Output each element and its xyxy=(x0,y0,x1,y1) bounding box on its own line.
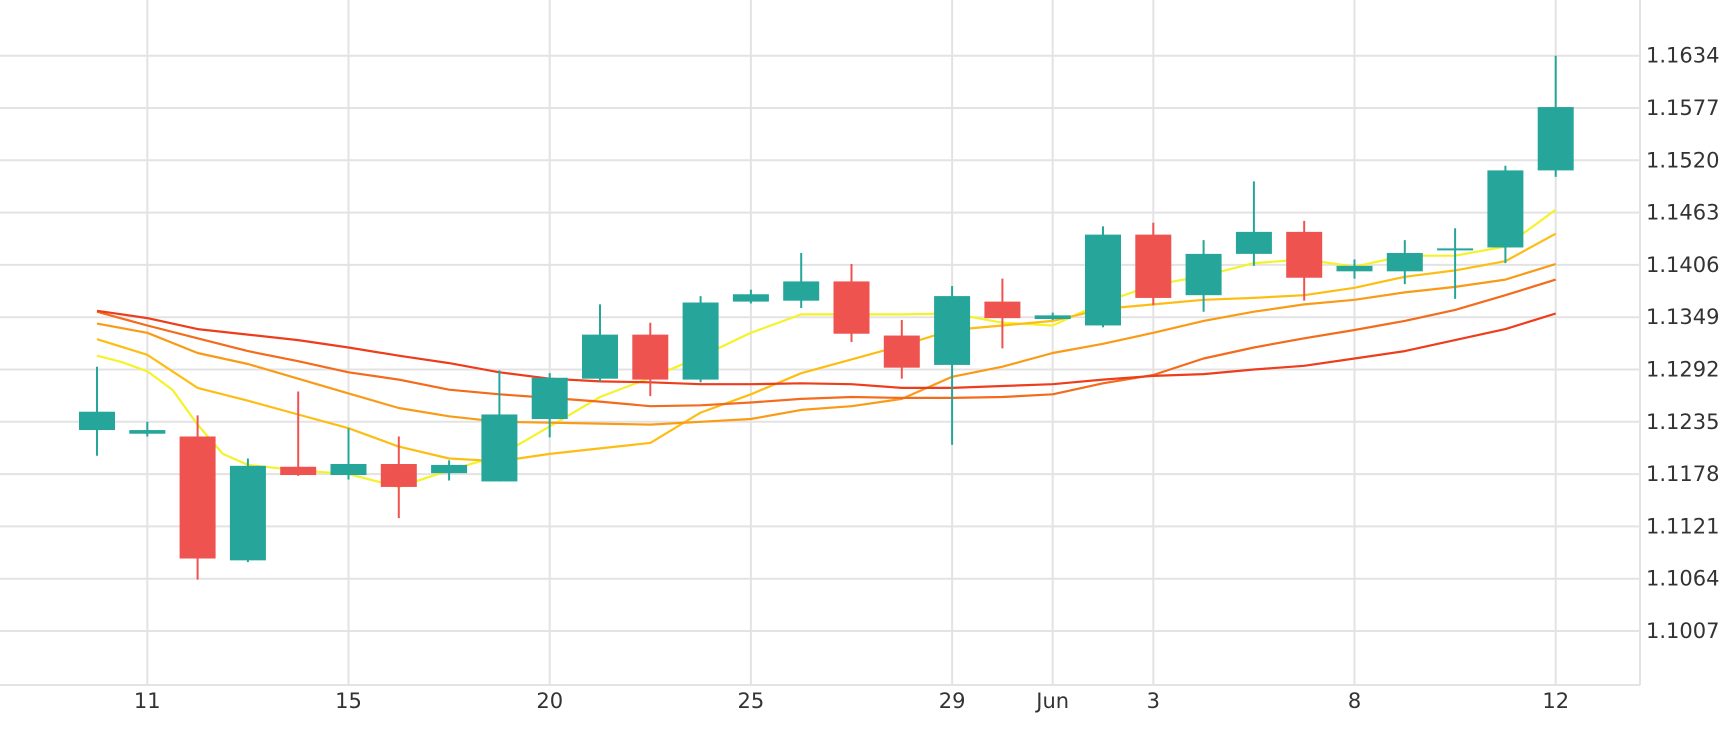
candle xyxy=(833,263,870,342)
candle-body xyxy=(632,334,669,380)
y-tick-label: 1.1235 xyxy=(1646,410,1719,434)
candle-body xyxy=(330,464,367,476)
candle-body xyxy=(1336,265,1373,272)
y-tick-label: 1.1349 xyxy=(1646,305,1719,329)
candle-body xyxy=(179,436,216,559)
candle xyxy=(1085,226,1121,328)
candle-body xyxy=(531,377,568,420)
candle-body xyxy=(481,414,518,482)
candle xyxy=(1286,220,1323,301)
y-tick-label: 1.1520 xyxy=(1646,148,1719,172)
candle xyxy=(1135,222,1172,306)
candle-body xyxy=(984,301,1021,319)
candle-body xyxy=(1185,253,1222,296)
candle-body xyxy=(582,334,618,379)
y-tick-label: 1.1121 xyxy=(1646,514,1719,538)
candle-body xyxy=(1537,107,1574,171)
candle xyxy=(783,252,820,309)
x-axis: 11 15 20 25 29 Jun 3 8 12 xyxy=(134,689,1569,713)
x-tick-label: 25 xyxy=(738,689,765,713)
candle xyxy=(883,319,920,379)
candle xyxy=(79,366,115,456)
candle xyxy=(1034,312,1071,320)
candle xyxy=(1487,165,1524,264)
candle xyxy=(229,458,266,563)
candle xyxy=(380,436,417,519)
x-tick-label: 29 xyxy=(939,689,966,713)
y-tick-label: 1.1178 xyxy=(1646,462,1719,486)
y-tick-label: 1.1577 xyxy=(1646,96,1719,120)
y-axis: 1.1634 1.1577 1.1520 1.1463 1.1406 1.1349 1.12… xyxy=(1646,44,1719,643)
candle-body xyxy=(1386,252,1423,272)
candle xyxy=(129,421,166,437)
candle-body xyxy=(682,302,719,380)
candle-body xyxy=(1437,248,1474,251)
y-tick-label: 1.1064 xyxy=(1646,567,1719,591)
candle xyxy=(1185,240,1222,312)
candle-body xyxy=(1487,170,1524,248)
x-tick-label: 12 xyxy=(1542,689,1569,713)
candle-body xyxy=(732,294,769,302)
candle-body xyxy=(79,411,115,431)
moving-average-line-1 xyxy=(96,208,1557,488)
candle xyxy=(1437,228,1474,299)
candle-body xyxy=(1235,231,1272,254)
x-tick-label: 11 xyxy=(134,689,161,713)
candle-body xyxy=(833,281,870,334)
candle-body xyxy=(229,465,266,561)
moving-average-line-4 xyxy=(96,278,1557,408)
candle xyxy=(1336,259,1373,279)
candle xyxy=(934,286,971,445)
moving-average-line-3 xyxy=(96,262,1557,426)
x-tick-label: 15 xyxy=(335,689,362,713)
y-tick-label: 1.1292 xyxy=(1646,358,1719,382)
candle-body xyxy=(380,464,417,487)
candle xyxy=(280,391,317,476)
candle-body xyxy=(1034,315,1071,320)
candle xyxy=(1235,181,1272,266)
candle-body xyxy=(934,296,971,365)
candle-body xyxy=(1135,234,1172,298)
candle xyxy=(179,415,216,580)
moving-average-line-5 xyxy=(96,309,1557,389)
candle-body xyxy=(129,430,166,434)
moving-average-lines xyxy=(96,208,1557,488)
y-tick-label: 1.1634 xyxy=(1646,44,1719,68)
candle xyxy=(682,296,719,383)
x-tick-label: 20 xyxy=(536,689,563,713)
candle xyxy=(632,322,669,397)
candle-body xyxy=(883,335,920,368)
candle-body xyxy=(280,466,317,476)
candle xyxy=(531,373,568,438)
x-tick-label: 3 xyxy=(1147,689,1160,713)
candle-body xyxy=(1085,234,1121,326)
x-tick-label: 8 xyxy=(1348,689,1361,713)
grid xyxy=(0,0,1641,686)
candle xyxy=(431,460,468,481)
y-tick-label: 1.1007 xyxy=(1646,619,1719,643)
candle xyxy=(582,304,618,382)
y-tick-label: 1.1406 xyxy=(1646,253,1719,277)
candle xyxy=(1386,240,1423,285)
candles xyxy=(79,55,1574,580)
y-tick-label: 1.1463 xyxy=(1646,201,1719,225)
candle xyxy=(330,428,367,480)
candle xyxy=(732,289,769,304)
candle xyxy=(1537,55,1574,177)
moving-average-line-2 xyxy=(96,232,1557,463)
x-tick-label: Jun xyxy=(1034,689,1069,713)
candle xyxy=(481,370,518,482)
candle-body xyxy=(783,281,820,301)
candle xyxy=(984,278,1021,349)
candle-body xyxy=(431,464,468,474)
candle-body xyxy=(1286,231,1323,278)
